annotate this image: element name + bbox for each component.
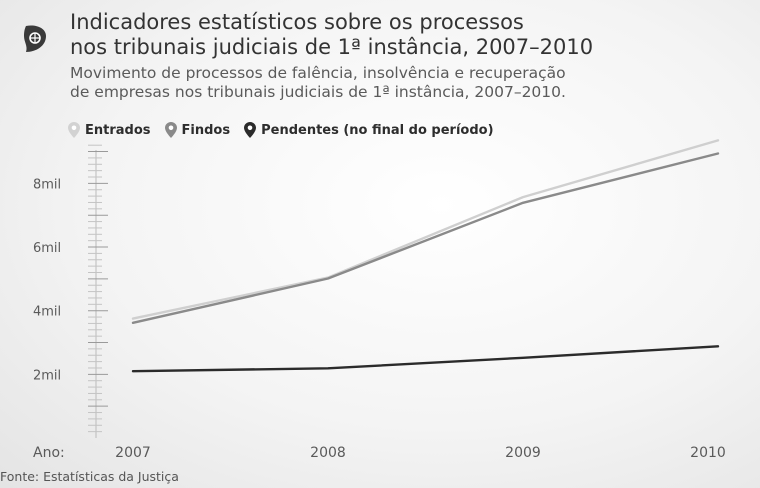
legend-label-findos: Findos [181,122,231,138]
chart-legend: Entrados Findos Pendentes (no final do p… [68,120,494,140]
legend-item-entrados[interactable]: Entrados [68,122,151,138]
series-lines [131,139,720,373]
y-axis: 2mil 4mil 6mil 8mil [33,144,108,438]
y-tick-label: 4mil [33,305,61,320]
leaf-logo-icon [24,25,46,52]
x-tick-label: 2010 [690,445,726,461]
legend-item-findos[interactable]: Findos [164,122,231,138]
series-line-entrados [131,139,720,320]
legend-item-pendentes[interactable]: Pendentes (no final do período) [244,122,494,138]
x-axis-title: Ano: [33,445,65,461]
x-tick-label: 2009 [505,445,541,461]
chart-subtitle: Movimento de processos de falência, inso… [70,64,760,102]
y-tick-label: 8mil [33,177,61,192]
chart-title-line-1: Indicadores estatísticos sobre os proces… [70,10,524,34]
chart-subtitle-line-2: de empresas nos tribunais judiciais de 1… [70,83,566,101]
chart-title: Indicadores estatísticos sobre os proces… [70,10,750,60]
x-axis: Ano: 2007 2008 2009 2010 [33,445,726,461]
map-pin-icon [244,122,257,138]
x-tick-label: 2007 [115,445,151,461]
map-pin-icon [68,122,80,138]
series-line-pendentes [131,345,720,373]
legend-label-entrados: Entrados [85,122,151,138]
legend-label-pendentes: Pendentes (no final do período) [261,122,494,138]
chart-title-line-2: nos tribunais judiciais de 1ª instância,… [70,35,594,59]
y-tick-label: 2mil [33,368,61,383]
y-tick-label: 6mil [33,241,61,256]
chart-subtitle-line-1: Movimento de processos de falência, inso… [70,64,566,82]
source-note: Fonte: Estatísticas da Justiça [0,469,179,484]
series-line-findos [131,152,720,324]
x-tick-label: 2008 [310,445,346,461]
map-pin-icon [164,122,177,138]
